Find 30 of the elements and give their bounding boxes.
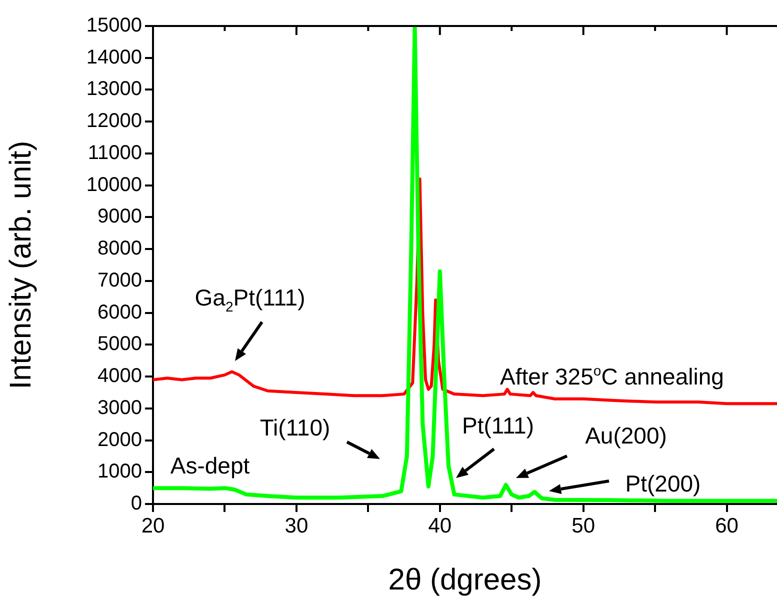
annotation: Ga$_{2}$Pt(111): [194, 284, 306, 314]
y-tick-label: 12000: [86, 110, 142, 132]
y-tick-label: 7000: [98, 269, 142, 292]
y-tick-label: 1000: [98, 460, 142, 483]
y-tick-label: 15000: [86, 14, 142, 37]
y-tick-label: 4000: [98, 365, 142, 388]
y-tick-label: 3000: [98, 396, 142, 419]
x-tick-label: 20: [141, 514, 165, 538]
x-axis-title: 2θ (dgrees): [388, 563, 542, 596]
y-tick-label: 10000: [86, 174, 142, 196]
y-tick-label: 5000: [98, 333, 142, 356]
annotation: Pt(111): [462, 412, 534, 438]
x-tick-label: 40: [428, 514, 452, 538]
y-tick-label: 2000: [98, 428, 142, 451]
y-tick-label: 0: [130, 492, 142, 515]
y-tick-label: 13000: [86, 78, 142, 100]
annotation: Pt(200): [625, 470, 701, 496]
y-tick-label: 9000: [98, 206, 142, 228]
y-tick-label: 14000: [86, 46, 142, 68]
y-axis-title: Intensity (arb. unit): [4, 140, 38, 390]
y-tick-label: 11000: [88, 142, 142, 164]
series-label: After 325$^{o}$C annealing: [500, 362, 724, 390]
x-tick-label: 50: [572, 514, 596, 538]
x-tick-label: 30: [284, 514, 308, 538]
y-tick-label: 6000: [98, 301, 142, 324]
series-label: As-dept: [170, 452, 250, 478]
x-tick-label: 60: [715, 514, 738, 538]
y-tick-label: 8000: [98, 238, 142, 260]
annotation: Ti(110): [260, 414, 330, 440]
annotation: Au(200): [585, 422, 667, 448]
